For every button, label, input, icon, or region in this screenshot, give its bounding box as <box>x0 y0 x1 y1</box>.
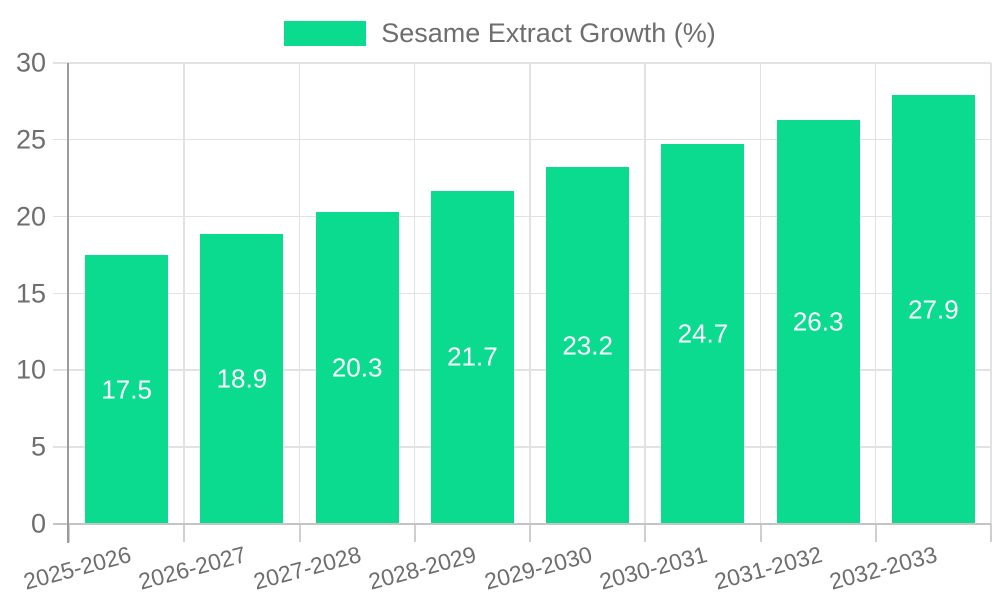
plot-area: 0 5 10 15 20 25 30 17.5 2025-2026 18.9 2026-2027 20… <box>16 48 992 595</box>
y-tick-label-15: 15 <box>15 278 46 308</box>
gridline-y-15 <box>53 292 991 294</box>
bar-2031-2032[interactable] <box>776 119 860 524</box>
x-tick-label: 2025-2026 <box>20 541 134 595</box>
gridline-x-boundary <box>874 63 877 524</box>
x-tick-mark <box>874 524 877 542</box>
x-tick-mark <box>990 524 992 542</box>
y-tick-label-5: 5 <box>30 431 46 462</box>
gridline-y-20 <box>53 215 991 218</box>
bar-value-label: 17.5 <box>101 374 152 405</box>
x-tick-label: 2028-2029 <box>366 541 480 595</box>
bar-2032-2033[interactable] <box>891 95 975 524</box>
gridline-x-boundary <box>990 63 992 524</box>
x-tick-mark <box>644 524 647 542</box>
x-tick-label: 2032-2033 <box>827 541 941 595</box>
x-tick-label: 2029-2030 <box>481 541 595 595</box>
gridline-x-boundary <box>183 63 185 524</box>
x-tick-label: 2027-2028 <box>250 541 364 595</box>
x-tick-mark <box>759 524 762 542</box>
gridline-x-boundary <box>413 63 416 524</box>
legend-label: Sesame Extract Growth (%) <box>381 18 716 48</box>
gridline-x-boundary <box>759 63 761 524</box>
bar-2030-2031[interactable] <box>661 144 745 524</box>
bar-value-label: 20.3 <box>331 352 383 383</box>
bar-2027-2028[interactable] <box>315 212 399 524</box>
gridline-y-25 <box>53 138 991 141</box>
bar-value-label: 21.7 <box>447 341 498 372</box>
bar-2025-2026[interactable] <box>85 255 169 524</box>
x-tick-mark <box>183 524 186 542</box>
bar-value-label: 24.7 <box>677 318 729 349</box>
y-tick-label-10: 10 <box>15 354 46 385</box>
x-tick-label: 2026-2027 <box>135 541 249 595</box>
bar-value-label: 26.3 <box>792 306 844 337</box>
y-tick-label-20: 20 <box>15 201 46 232</box>
bar-2029-2030[interactable] <box>546 167 630 524</box>
x-tick-mark <box>68 524 70 542</box>
y-tick-label-30: 30 <box>15 47 46 78</box>
y-tick-label-0: 0 <box>30 508 46 539</box>
gridline-y-30 <box>53 62 991 64</box>
x-tick-mark <box>529 524 531 542</box>
gridline-y-5 <box>53 446 991 448</box>
y-tick-label-25: 25 <box>15 124 46 155</box>
gridline-y-10 <box>53 369 991 371</box>
legend-color-swatch <box>284 21 367 46</box>
bar-value-label: 27.9 <box>908 294 959 325</box>
bar-value-label: 18.9 <box>216 363 268 394</box>
bar-2026-2027[interactable] <box>200 233 284 524</box>
gridline-x-boundary <box>644 63 646 524</box>
x-tick-label: 2030-2031 <box>596 541 710 595</box>
x-tick-mark <box>413 524 416 542</box>
gridline-x-boundary <box>529 63 531 524</box>
gridline-y-0 <box>53 523 991 525</box>
x-tick-label: 2031-2032 <box>711 541 825 595</box>
x-tick-mark <box>298 524 301 542</box>
bar-value-label: 23.2 <box>562 330 613 361</box>
bar-2028-2029[interactable] <box>430 190 514 524</box>
y-axis-line <box>67 63 69 543</box>
gridline-x-boundary <box>298 63 300 524</box>
chart-legend[interactable]: Sesame Extract Growth (%) <box>0 20 1000 47</box>
